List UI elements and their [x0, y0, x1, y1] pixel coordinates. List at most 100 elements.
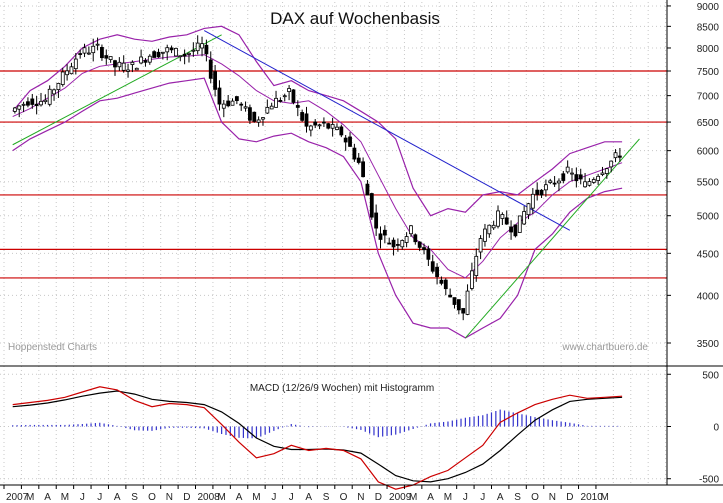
x-tick-label: N [357, 492, 364, 503]
x-tick-label: D [183, 492, 190, 503]
y-tick-label: 4000 [697, 291, 720, 302]
candle-body [313, 121, 318, 126]
x-tick-label: O [340, 492, 348, 503]
candlesticks [12, 35, 622, 321]
candle-body [82, 47, 87, 54]
candle-body [583, 181, 587, 188]
candle-body [513, 224, 518, 237]
candle-body [221, 103, 226, 109]
candle-body [91, 45, 96, 54]
candle-body [435, 266, 439, 277]
candle-body [352, 147, 357, 160]
x-tick-label: D [375, 492, 382, 503]
candle-body [409, 225, 413, 235]
candle-body [552, 182, 557, 185]
candle-body [165, 47, 170, 53]
bollinger-bottom [12, 77, 623, 339]
candle-body [117, 61, 122, 68]
candle-body [21, 103, 26, 106]
x-tick-label: J [80, 492, 85, 503]
x-tick-label: M [409, 492, 417, 503]
candle-body [404, 236, 409, 243]
candle-body [317, 124, 322, 127]
candle-body [187, 52, 191, 55]
candle-body [382, 229, 387, 236]
candle-body [126, 69, 130, 72]
candle-body [195, 42, 200, 52]
candle-body [526, 203, 531, 216]
candle-body [465, 290, 470, 315]
candle-body [565, 166, 570, 173]
x-tick-label: J [271, 492, 276, 503]
candle-body [617, 155, 622, 158]
x-tick-label: M [26, 492, 34, 503]
candle-body [291, 89, 296, 103]
candle-body [200, 43, 204, 49]
candle-body [95, 43, 100, 46]
candle-body [60, 71, 65, 85]
candle-body [143, 60, 148, 63]
x-tick-label: J [480, 492, 485, 503]
x-tick-label: A [305, 492, 312, 503]
y-tick-label: 9000 [697, 2, 720, 13]
candle-body [300, 112, 305, 121]
candle-body [422, 247, 426, 251]
candle-body [178, 55, 183, 58]
y-tick-label: 8000 [697, 44, 720, 55]
candle-body [34, 103, 39, 107]
y-tick-label: 3500 [697, 339, 720, 350]
x-tick-label: S [323, 492, 330, 503]
candle-body [443, 279, 448, 290]
candle-body [591, 179, 596, 183]
x-tick-label: 2008 [198, 492, 221, 503]
candle-body [439, 279, 444, 284]
x-tick-label: M [600, 492, 608, 503]
candle-body [557, 180, 561, 184]
candle-body [387, 242, 392, 245]
candle-body [535, 189, 540, 195]
bollinger-top [12, 25, 623, 217]
x-tick-label: D [566, 492, 573, 503]
candle-body [113, 60, 117, 68]
candle-body [12, 107, 17, 112]
x-tick-label: M [252, 492, 260, 503]
candle-body [452, 297, 457, 305]
candle-body [600, 172, 605, 175]
candle-body [378, 233, 383, 240]
candle-body [487, 224, 492, 235]
candle-body [483, 228, 487, 242]
candle-body [282, 95, 287, 98]
x-tick-label: J [97, 492, 102, 503]
candle-body [73, 58, 78, 70]
candle-body [278, 99, 283, 102]
candle-body [182, 53, 187, 57]
candle-body [43, 99, 48, 103]
trendline [12, 34, 222, 146]
y-tick-label: 6000 [697, 147, 720, 158]
y-tick-label: 5000 [697, 212, 720, 223]
candle-body [322, 121, 326, 124]
x-tick-label: O [148, 492, 156, 503]
candle-body [208, 59, 213, 79]
candle-body [234, 96, 239, 102]
candle-body [539, 189, 544, 196]
candle-body [217, 87, 222, 105]
x-tick-label: S [131, 492, 138, 503]
candle-body [256, 119, 261, 123]
candle-body [348, 136, 352, 147]
candle-body [491, 224, 496, 229]
x-tick-label: M [61, 492, 69, 503]
candle-body [287, 88, 291, 93]
x-tick-label: A [114, 492, 121, 503]
candle-body [104, 55, 109, 59]
candle-body [474, 255, 479, 277]
x-tick-label: A [44, 492, 51, 503]
x-tick-label: M [217, 492, 225, 503]
x-tick-label: 2009 [389, 492, 412, 503]
macd-title: MACD (12/26/9 Wochen) mit Histogramm [250, 383, 434, 394]
y-tick-label: 4500 [697, 249, 720, 260]
candle-body [365, 183, 370, 196]
x-tick-label: 2007 [6, 492, 29, 503]
